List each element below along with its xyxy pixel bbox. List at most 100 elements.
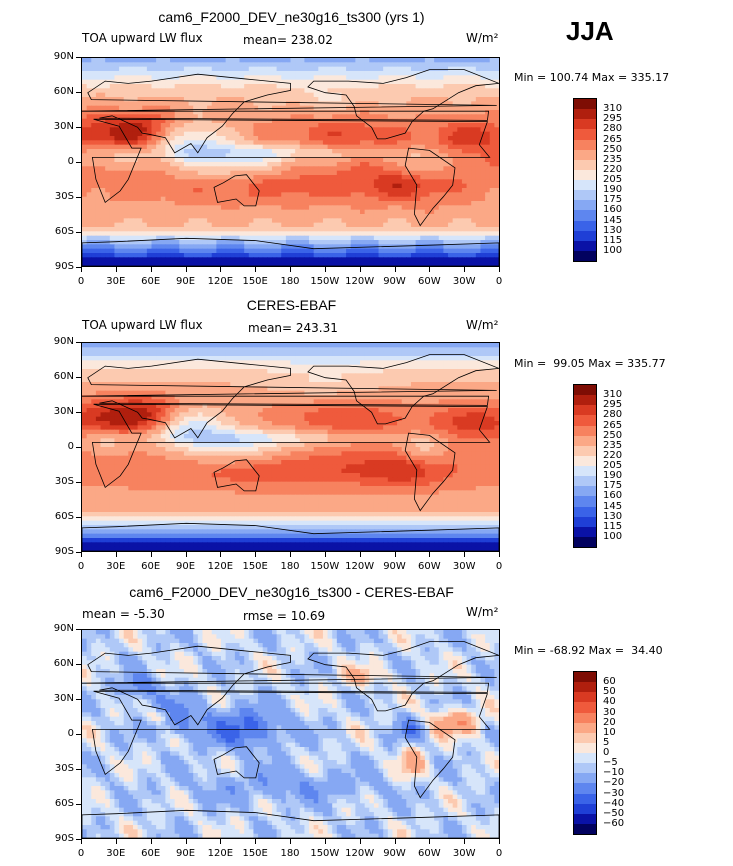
lon-tick <box>499 552 500 557</box>
map-field <box>82 343 499 551</box>
coastline <box>404 432 456 512</box>
lon-tick-label: 150W <box>310 848 340 859</box>
colorbar-level-label: 10 <box>603 726 616 738</box>
lat-tick <box>76 267 81 268</box>
lon-tick <box>464 839 466 844</box>
panel-3-rmse: rmse = 10.69 <box>243 609 326 623</box>
lat-tick-label: 0 <box>67 441 74 452</box>
colorbar-level-label: 310 <box>603 103 623 115</box>
lon-tick <box>185 552 187 557</box>
colorbar-swatch <box>574 149 596 160</box>
lat-tick-label: 90N <box>53 623 74 634</box>
colorbar-level-label: 160 <box>603 490 623 502</box>
lon-tick-label: 30E <box>106 848 126 859</box>
panel-2-variable: TOA upward LW flux <box>82 318 203 332</box>
colorbar-swatch <box>574 753 596 764</box>
panel-2-units: W/m² <box>466 318 499 332</box>
colorbar-level-label: 295 <box>603 113 623 125</box>
colorbar-swatch <box>574 385 596 396</box>
lat-tick <box>76 839 81 840</box>
colorbar-swatch <box>574 702 596 713</box>
panel-2-mean: mean= 243.31 <box>248 321 338 335</box>
colorbar-swatch <box>574 169 596 180</box>
lon-tick-label: 120W <box>345 848 375 859</box>
lat-tick-label: 60S <box>54 798 74 809</box>
panel-1-mean: mean= 238.02 <box>243 33 333 47</box>
lon-tick <box>464 267 466 272</box>
colorbar-level-label: 235 <box>603 439 623 451</box>
colorbar-level-label: 280 <box>603 409 623 421</box>
lon-tick <box>150 552 152 557</box>
lat-tick <box>76 734 81 735</box>
lon-tick <box>499 839 500 844</box>
lon-tick <box>115 552 117 557</box>
lon-tick-label: 150E <box>242 276 268 287</box>
lat-tick <box>76 342 81 343</box>
map-field <box>82 630 499 838</box>
lat-tick <box>76 769 81 770</box>
colorbar-swatch <box>574 783 596 794</box>
lon-tick-label: 120E <box>207 848 234 859</box>
lat-tick <box>76 377 81 378</box>
lat-tick <box>76 482 81 483</box>
panel-3-units: W/m² <box>466 605 499 619</box>
lon-tick <box>81 839 82 844</box>
lon-tick-label: 60E <box>141 561 161 572</box>
lon-tick <box>255 839 257 844</box>
map-field <box>82 58 499 266</box>
colorbar-swatch <box>574 190 596 201</box>
colorbar-level-label: 265 <box>603 133 623 145</box>
lon-tick-label: 30W <box>452 276 476 287</box>
colorbar-swatch <box>574 742 596 753</box>
lat-tick-label: 90N <box>53 336 74 347</box>
colorbar-level-label: 145 <box>603 500 623 512</box>
colorbar-swatch <box>574 129 596 140</box>
colorbar-swatch <box>574 526 596 537</box>
colorbar-swatch <box>574 250 596 261</box>
lat-tick <box>76 629 81 630</box>
panel-2-minmax: Min = 99.05 Max = 335.77 <box>514 357 666 370</box>
lat-tick-label: 60S <box>54 511 74 522</box>
lon-tick <box>290 552 291 557</box>
colorbar-level-label: 205 <box>603 174 623 185</box>
lon-tick <box>394 552 396 557</box>
lon-tick <box>394 267 396 272</box>
colorbar-level-label: −5 <box>603 757 618 769</box>
lon-tick-label: 30E <box>106 561 126 572</box>
lon-tick <box>464 552 466 557</box>
colorbar-swatch <box>574 159 596 170</box>
colorbar-swatch <box>574 435 596 446</box>
lon-tick <box>324 552 326 557</box>
colorbar-level-label: 145 <box>603 214 623 226</box>
colorbar-swatch <box>574 823 596 834</box>
colorbar-level-label: 280 <box>603 123 623 135</box>
panel-1-units: W/m² <box>466 31 499 45</box>
colorbar-swatch <box>574 793 596 804</box>
colorbar-level-label: 40 <box>603 696 616 708</box>
lon-tick-label: 120E <box>207 276 234 287</box>
lon-tick-label: 120W <box>345 276 375 287</box>
coastline <box>307 69 499 140</box>
colorbar-swatch <box>574 813 596 824</box>
lat-tick <box>76 699 81 700</box>
colorbar-swatch <box>574 445 596 456</box>
lon-tick <box>220 552 222 557</box>
colorbar-level-label: 60 <box>603 676 616 688</box>
colorbar-swatch <box>574 405 596 416</box>
lon-tick-label: 150W <box>310 276 340 287</box>
lat-tick <box>76 517 81 518</box>
colorbar-swatch <box>574 220 596 231</box>
lon-tick-label: 120W <box>345 561 375 572</box>
lon-tick-label: 120E <box>207 561 234 572</box>
colorbar-level-label: −60 <box>603 817 625 829</box>
colorbar-swatch <box>574 486 596 497</box>
lon-tick-label: 0 <box>77 561 85 572</box>
lon-tick <box>115 267 117 272</box>
coastline <box>404 719 456 799</box>
lat-tick-label: 90S <box>54 261 74 272</box>
coastline <box>91 118 491 204</box>
lon-tick <box>81 267 82 272</box>
panel-1-title: cam6_F2000_DEV_ne30g16_ts300 (yrs 1) <box>158 9 425 25</box>
colorbar-swatch <box>574 119 596 130</box>
lat-tick-label: 30S <box>54 476 74 487</box>
